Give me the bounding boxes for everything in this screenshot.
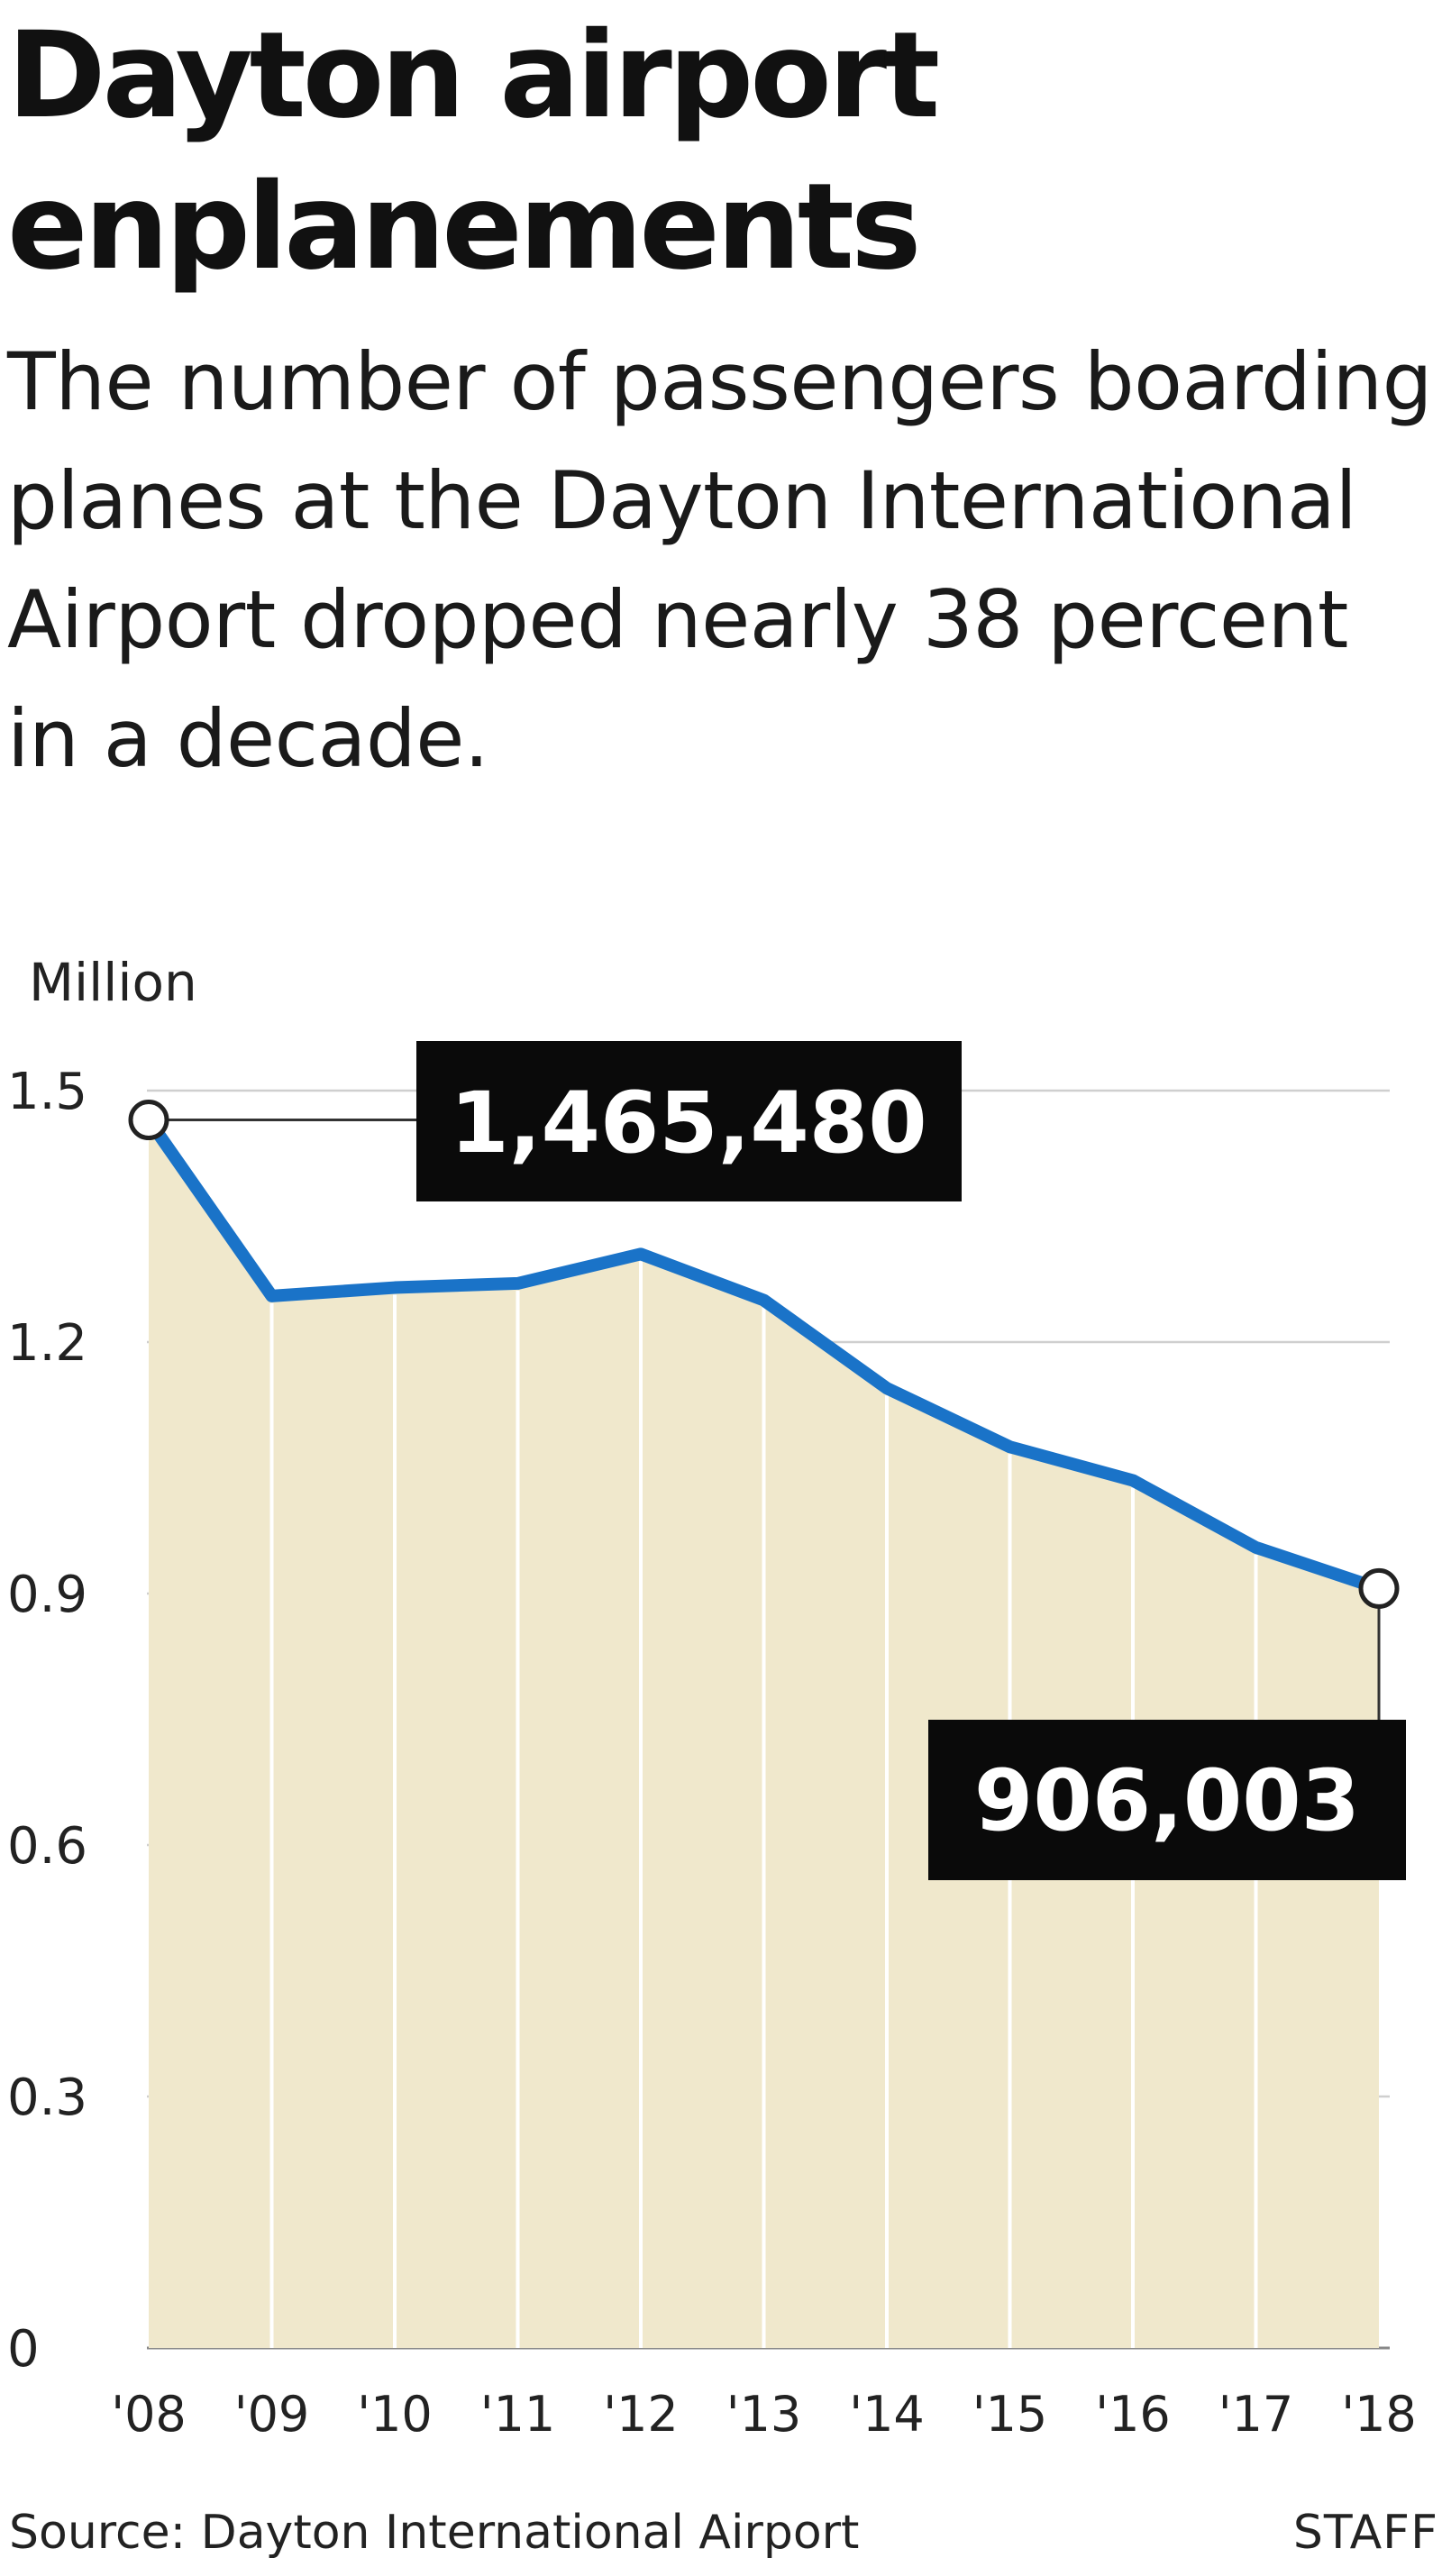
credit-note: STAFF bbox=[1292, 2506, 1438, 2560]
y-tick-label: 0.3 bbox=[7, 2069, 87, 2127]
series-line bbox=[142, 1113, 1385, 1595]
x-tick-label: '13 bbox=[726, 2386, 802, 2443]
x-tick-label: '15 bbox=[972, 2386, 1048, 2443]
y-axis-ticks: 1.5 1.2 0.9 0.6 0.3 0 bbox=[7, 1063, 87, 2379]
x-tick-label: '14 bbox=[849, 2386, 925, 2443]
y-tick-label: 0.6 bbox=[7, 1817, 87, 1876]
footer: Source: Dayton International Airport STA… bbox=[0, 2497, 1442, 2569]
value-label-box-end bbox=[928, 1720, 1406, 1880]
y-tick-label: 1.5 bbox=[7, 1063, 87, 1121]
y-tick-label: 1.2 bbox=[7, 1314, 87, 1373]
data-point-marker-start bbox=[128, 1100, 169, 1141]
data-point-marker-end bbox=[1358, 1567, 1400, 1609]
y-axis-unit-label: Million bbox=[29, 955, 197, 1013]
x-tick-label: '08 bbox=[111, 2386, 187, 2443]
x-tick-label: '09 bbox=[234, 2386, 310, 2443]
x-tick-label: '18 bbox=[1341, 2386, 1417, 2443]
x-axis-ticks: '08 '09 '10 '11 '12 '13 '14 '15 '16 '17 '18 bbox=[111, 2386, 1417, 2443]
series-line-group bbox=[142, 1113, 1385, 1595]
line-area-chart: Million 1.5 1.2 0.9 0.6 0.3 0 '08 '09 '10 '11 '12… bbox=[7, 955, 1417, 2443]
chart-subtitle: The number of passengers boarding planes… bbox=[7, 335, 1432, 785]
x-tick-label: '17 bbox=[1218, 2386, 1294, 2443]
x-tick-label: '11 bbox=[480, 2386, 556, 2443]
x-tick-label: '16 bbox=[1095, 2386, 1171, 2443]
chart-title: Dayton airport enplanements bbox=[7, 6, 940, 297]
x-tick-label: '10 bbox=[357, 2386, 433, 2443]
y-tick-label: 0 bbox=[7, 2320, 40, 2379]
year-separators bbox=[269, 1261, 1258, 2348]
value-label-start: 1,465,480 bbox=[450, 1074, 926, 1173]
source-note: Source: Dayton International Airport bbox=[9, 2506, 860, 2560]
value-label-box-start bbox=[416, 1041, 962, 1201]
x-tick-label: '12 bbox=[603, 2386, 679, 2443]
y-tick-label: 0.9 bbox=[7, 1566, 87, 1624]
value-label-end: 906,003 bbox=[974, 1752, 1360, 1850]
annotations: 1,465,480 906,003 bbox=[128, 1041, 1406, 1880]
